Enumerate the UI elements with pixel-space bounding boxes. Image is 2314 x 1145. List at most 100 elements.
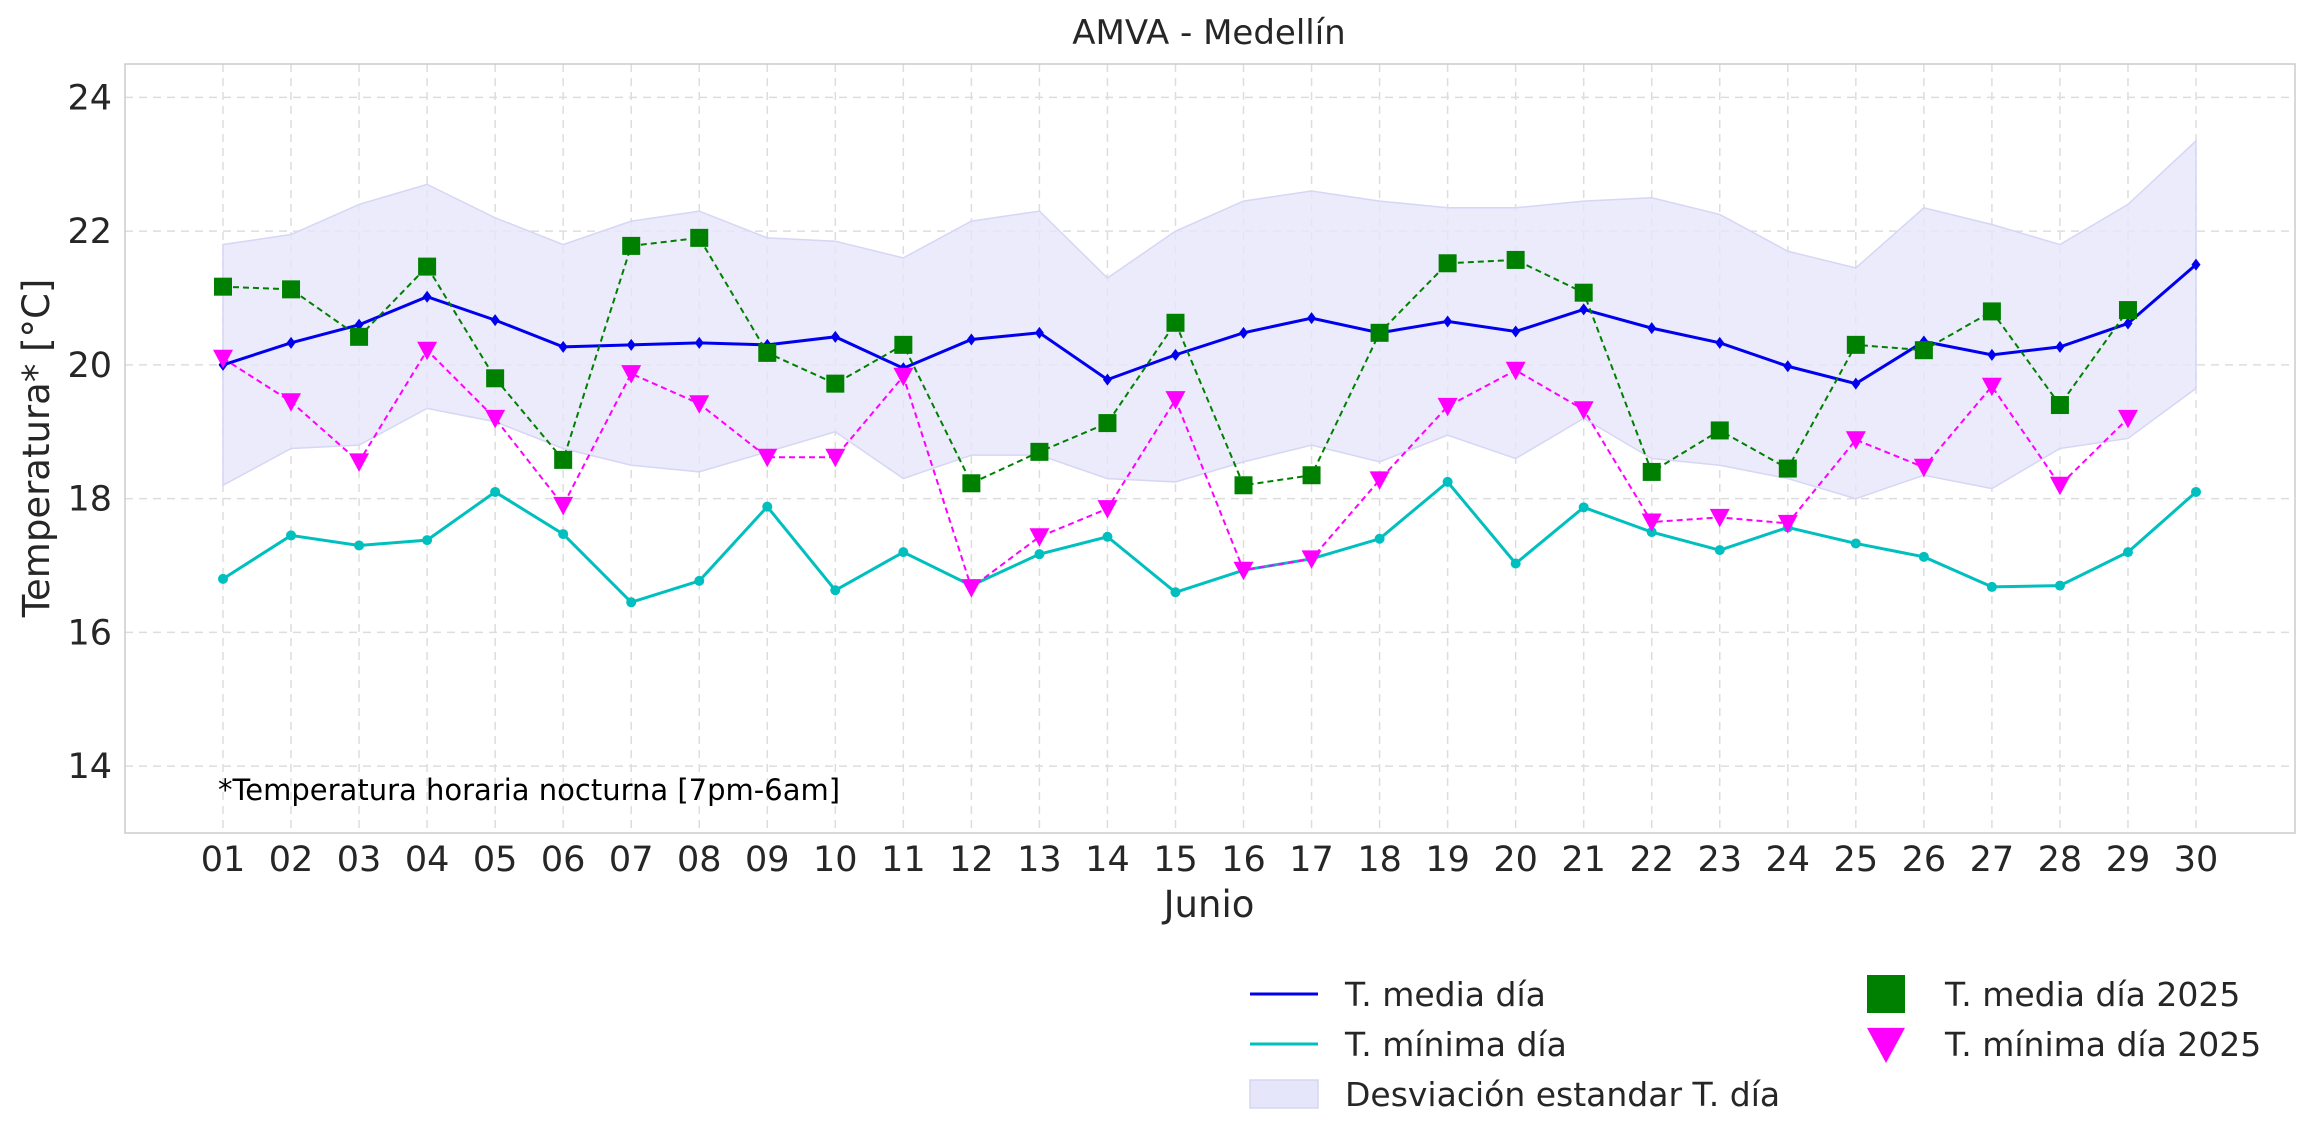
data-point [758, 343, 777, 362]
data-point [1913, 458, 1934, 478]
data-point [281, 393, 302, 412]
data-point [690, 228, 709, 247]
data-point [1647, 322, 1657, 335]
x-tick-label: 25 [1834, 840, 1879, 880]
data-point [349, 453, 370, 472]
data-point [1034, 549, 1045, 560]
y-axis-label: Temperatura* [°C] [15, 279, 58, 619]
data-point [830, 330, 840, 343]
data-point [2054, 580, 2065, 591]
data-point [486, 369, 505, 388]
x-tick-label: 15 [1153, 840, 1198, 880]
plot-frame [124, 63, 2296, 834]
data-point [1505, 361, 1526, 381]
data-point [626, 597, 637, 608]
data-point [1573, 401, 1594, 420]
data-point [1646, 527, 1657, 538]
legend-label: T. mínima día [1344, 1025, 1567, 1064]
x-tick-label: 06 [541, 840, 586, 880]
data-point [1715, 336, 1725, 349]
legend-swatch [1867, 1027, 1905, 1063]
data-point [558, 529, 569, 540]
data-point [1233, 561, 1254, 581]
x-tick-label: 05 [473, 840, 518, 880]
data-point [2055, 340, 2065, 353]
x-tick-label: 07 [609, 840, 654, 880]
data-point [898, 547, 909, 558]
series-markers-layer [213, 228, 2201, 608]
x-tick-label: 22 [1629, 840, 1674, 880]
y-tick-label: 18 [67, 480, 112, 520]
data-point [1778, 459, 1797, 478]
data-point [1777, 514, 1798, 534]
legend-label: T. media día [1344, 975, 1546, 1014]
data-point [1239, 326, 1249, 339]
x-tick-label: 16 [1221, 840, 1266, 880]
data-point [894, 335, 913, 354]
x-tick-label: 14 [1085, 840, 1130, 880]
x-tick-label: 19 [1425, 840, 1470, 880]
data-point [213, 349, 233, 369]
data-point [1102, 373, 1112, 386]
data-point [1709, 508, 1730, 528]
data-point [1846, 335, 1865, 354]
data-point [1234, 476, 1253, 495]
data-point [1098, 414, 1117, 433]
chart-title: AMVA - Medellín [1072, 13, 1345, 53]
x-tick-label: 28 [2038, 840, 2083, 880]
x-tick-label: 08 [677, 840, 722, 880]
data-point [1029, 528, 1050, 547]
x-tick-label: 26 [1902, 840, 1947, 880]
data-point [962, 474, 981, 493]
data-point [2191, 258, 2201, 271]
data-point [1369, 471, 1390, 490]
data-point [490, 486, 501, 497]
data-point [1641, 513, 1662, 533]
series-line [222, 263, 2197, 386]
data-point [2118, 301, 2137, 320]
data-point [1443, 315, 1453, 328]
data-point [694, 336, 704, 349]
data-point [1506, 250, 1525, 269]
data-point [694, 575, 705, 586]
data-point [830, 585, 841, 596]
data-point [2123, 317, 2133, 330]
legend-swatch [1867, 975, 1905, 1013]
data-point [354, 540, 365, 551]
y-axis-ticks: 14 16 18 20 22 24 [67, 78, 112, 787]
data-point [350, 327, 369, 346]
data-point [1845, 431, 1866, 450]
x-tick-label: 21 [1561, 840, 1606, 880]
data-point [893, 367, 914, 387]
y-tick-label: 16 [67, 613, 112, 653]
data-point [2117, 409, 2138, 429]
std-band-layer [222, 139, 2197, 500]
legend-label: Desviación estandar T. día [1345, 1075, 1780, 1114]
data-point [422, 535, 433, 546]
x-tick-label: 20 [1493, 840, 1538, 880]
legend-label: T. mínima día 2025 [1944, 1025, 2261, 1064]
data-point [1714, 545, 1725, 556]
legend-swatch [1249, 1079, 1319, 1109]
chart-annotation: *Temperatura horaria nocturna [7pm-6am] [218, 773, 840, 807]
data-point [622, 236, 641, 255]
data-point [825, 448, 846, 468]
data-point [558, 340, 568, 353]
data-point [1437, 397, 1458, 417]
data-point [762, 501, 773, 512]
x-axis-label: Junio [1162, 883, 1255, 926]
x-tick-label: 02 [269, 840, 314, 880]
data-point [2049, 476, 2070, 496]
data-point [966, 333, 976, 346]
x-tick-label: 01 [201, 840, 246, 880]
data-point [1918, 551, 1929, 562]
std-band [222, 139, 2197, 500]
x-tick-label: 18 [1357, 840, 1402, 880]
data-point [1374, 533, 1385, 544]
data-point [1914, 341, 1933, 360]
data-point [286, 336, 296, 349]
y-tick-label: 24 [67, 78, 112, 118]
y-tick-label: 20 [67, 346, 112, 386]
y-tick-label: 22 [67, 212, 112, 252]
